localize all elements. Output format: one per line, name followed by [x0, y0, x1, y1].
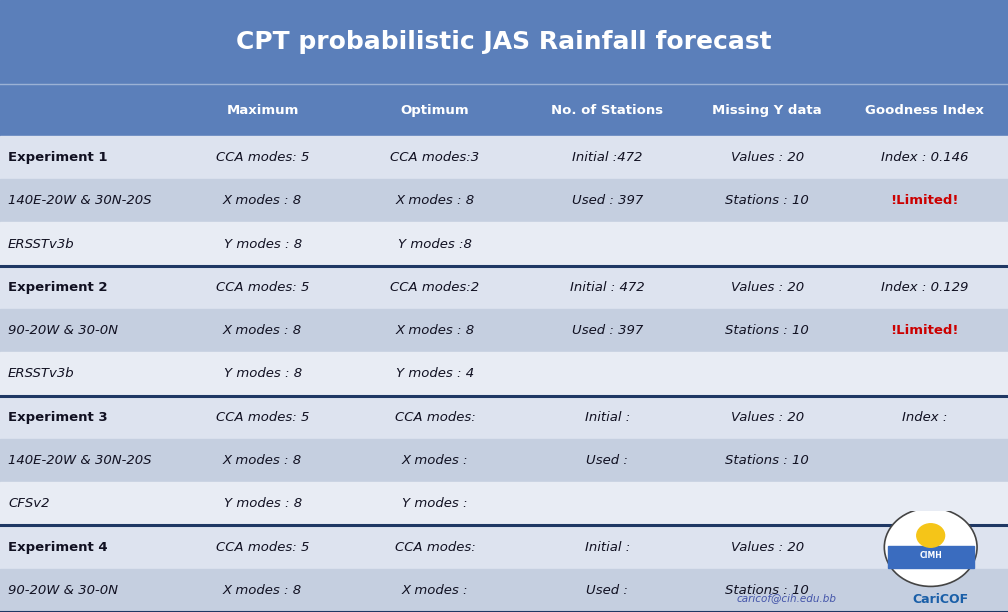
- Bar: [888, 547, 974, 568]
- Bar: [0, 309, 1008, 353]
- Text: Experiment 1: Experiment 1: [8, 151, 108, 164]
- Text: Index : 0.146: Index : 0.146: [881, 151, 968, 164]
- Circle shape: [916, 524, 944, 547]
- Text: No. of Stations: No. of Stations: [551, 103, 663, 117]
- Text: Initial :472: Initial :472: [573, 151, 642, 164]
- Text: Experiment 2: Experiment 2: [8, 281, 108, 294]
- Text: Used : 397: Used : 397: [572, 194, 643, 207]
- Text: Y modes :: Y modes :: [402, 498, 468, 510]
- Text: Used : 397: Used : 397: [572, 324, 643, 337]
- Text: CCA modes:: CCA modes:: [394, 411, 476, 424]
- Text: Initial :: Initial :: [585, 411, 630, 424]
- Text: caricof@cih.edu.bb: caricof@cih.edu.bb: [736, 594, 837, 603]
- Text: Y modes : 8: Y modes : 8: [224, 498, 301, 510]
- Bar: [0, 84, 1008, 136]
- Text: Values : 20: Values : 20: [731, 151, 803, 164]
- Text: CCA modes: 5: CCA modes: 5: [216, 281, 309, 294]
- Text: Initial :: Initial :: [585, 540, 630, 554]
- Text: X modes : 8: X modes : 8: [223, 194, 302, 207]
- Text: Experiment 3: Experiment 3: [8, 411, 108, 424]
- Bar: [0, 222, 1008, 266]
- Text: CPT probabilistic JAS Rainfall forecast: CPT probabilistic JAS Rainfall forecast: [236, 30, 772, 54]
- Text: Values : 20: Values : 20: [731, 281, 803, 294]
- Bar: [0, 136, 1008, 179]
- Bar: [0, 569, 1008, 612]
- Text: 140E-20W & 30N-20S: 140E-20W & 30N-20S: [8, 194, 151, 207]
- Bar: [0, 395, 1008, 439]
- Bar: [0, 526, 1008, 569]
- Text: X modes : 8: X modes : 8: [395, 324, 475, 337]
- Text: CCA modes: 5: CCA modes: 5: [216, 411, 309, 424]
- Text: Used :: Used :: [587, 454, 628, 467]
- Text: Values : 20: Values : 20: [731, 411, 803, 424]
- Text: Stations : 10: Stations : 10: [725, 584, 809, 597]
- Text: Values : 20: Values : 20: [731, 540, 803, 554]
- Text: CCA modes:3: CCA modes:3: [390, 151, 480, 164]
- Text: X modes :: X modes :: [402, 584, 468, 597]
- Text: Maximum: Maximum: [227, 103, 298, 117]
- Text: CCA modes: 5: CCA modes: 5: [216, 151, 309, 164]
- Text: X modes : 8: X modes : 8: [223, 324, 302, 337]
- Bar: [0, 353, 1008, 395]
- Bar: [0, 439, 1008, 482]
- Text: CCA modes:2: CCA modes:2: [390, 281, 480, 294]
- Text: !Limited!: !Limited!: [890, 324, 959, 337]
- Text: Goodness Index: Goodness Index: [865, 103, 984, 117]
- Text: Experiment 4: Experiment 4: [8, 540, 108, 554]
- Text: Used :: Used :: [587, 584, 628, 597]
- Text: Y modes :8: Y modes :8: [398, 237, 472, 250]
- Text: 140E-20W & 30N-20S: 140E-20W & 30N-20S: [8, 454, 151, 467]
- Circle shape: [884, 508, 977, 586]
- Text: CCA modes: 5: CCA modes: 5: [216, 540, 309, 554]
- Text: Y modes : 4: Y modes : 4: [396, 367, 474, 381]
- Text: !Limited!: !Limited!: [890, 194, 959, 207]
- Text: X modes : 8: X modes : 8: [223, 454, 302, 467]
- Text: Stations : 10: Stations : 10: [725, 324, 809, 337]
- Text: Stations : 10: Stations : 10: [725, 454, 809, 467]
- Text: Index :: Index :: [901, 411, 948, 424]
- Text: X modes :: X modes :: [402, 454, 468, 467]
- Text: X modes : 8: X modes : 8: [223, 584, 302, 597]
- Text: X modes : 8: X modes : 8: [395, 194, 475, 207]
- Text: 90-20W & 30-0N: 90-20W & 30-0N: [8, 584, 118, 597]
- Bar: [0, 179, 1008, 222]
- Text: Stations : 10: Stations : 10: [725, 194, 809, 207]
- Text: CariCOF: CariCOF: [912, 592, 968, 606]
- Text: 90-20W & 30-0N: 90-20W & 30-0N: [8, 324, 118, 337]
- Text: Index : 0.129: Index : 0.129: [881, 281, 968, 294]
- Bar: [0, 482, 1008, 526]
- Text: ERSSTv3b: ERSSTv3b: [8, 367, 75, 381]
- Text: Optimum: Optimum: [400, 103, 470, 117]
- Text: Index :: Index :: [901, 540, 948, 554]
- Text: CIMH: CIMH: [919, 551, 942, 559]
- Bar: [0, 0, 1008, 84]
- Bar: [0, 266, 1008, 309]
- Text: CFSv2: CFSv2: [8, 498, 49, 510]
- Text: ERSSTv3b: ERSSTv3b: [8, 237, 75, 250]
- Text: Missing Y data: Missing Y data: [713, 103, 822, 117]
- Text: Y modes : 8: Y modes : 8: [224, 367, 301, 381]
- Text: CCA modes:: CCA modes:: [394, 540, 476, 554]
- Text: Initial : 472: Initial : 472: [570, 281, 645, 294]
- Text: Y modes : 8: Y modes : 8: [224, 237, 301, 250]
